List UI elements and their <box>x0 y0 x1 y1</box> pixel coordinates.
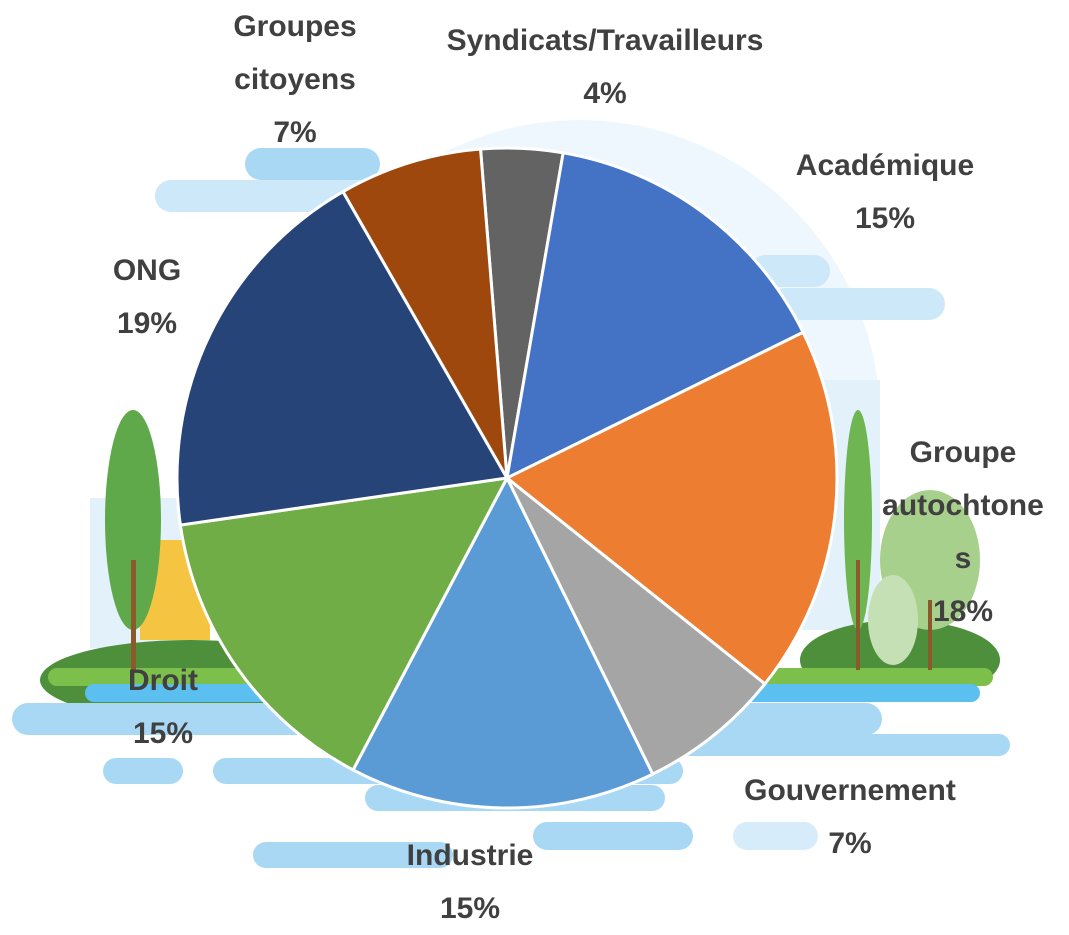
slice-label: ONG 19% <box>47 244 247 350</box>
value-label: 19% <box>116 307 178 340</box>
value-label: 18% <box>932 595 994 628</box>
value-label: 4% <box>583 77 627 110</box>
category-name: Groupes citoyens <box>233 10 357 96</box>
slice <box>175 189 510 527</box>
category-name: Groupe autochtones <box>882 436 1044 575</box>
value-label: 15% <box>132 717 194 750</box>
category-name: ONG <box>112 254 182 287</box>
category-name: Syndicats/Travailleurs <box>446 24 764 57</box>
slice-label: Gouvernement 7% <box>700 764 1000 870</box>
value-label: 7% <box>828 827 872 860</box>
slice-label: Groupe autochtones 18% <box>876 426 1051 638</box>
category-name: Gouvernement <box>744 774 956 807</box>
category-name: Académique <box>795 149 975 182</box>
slice <box>351 474 655 810</box>
pie <box>175 146 839 810</box>
slice-label: Groupes citoyens 7% <box>195 0 395 159</box>
slice-label: Académique 15% <box>755 139 1015 245</box>
value-label: 15% <box>439 892 501 925</box>
category-name: Industrie <box>406 839 534 872</box>
slice-label: Industrie 15% <box>340 829 600 935</box>
slice <box>505 476 768 777</box>
slice-label: Droit 15% <box>63 654 263 760</box>
slice <box>504 330 839 686</box>
value-label: 7% <box>273 116 317 149</box>
slice <box>340 147 509 479</box>
slice <box>178 476 510 772</box>
value-label: 15% <box>854 202 916 235</box>
slice-label: Syndicats/Travailleurs 4% <box>395 14 815 120</box>
slice <box>505 151 806 481</box>
category-name: Droit <box>128 664 198 697</box>
